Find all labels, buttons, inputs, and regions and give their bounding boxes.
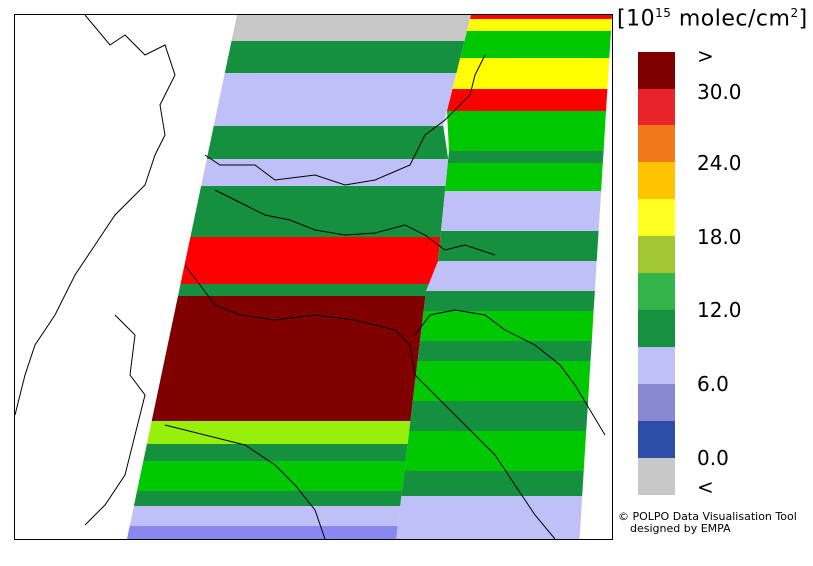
swath-east-band-9	[438, 231, 599, 261]
credit-text: © POLPO Data Visualisation Tool designed…	[618, 511, 797, 535]
swath-east-band-5	[447, 111, 606, 151]
swath-east-band-6	[447, 151, 604, 163]
swath-east-band-3	[452, 58, 610, 89]
swath-east-band-11	[423, 291, 595, 311]
swath-west-band-13	[129, 506, 401, 526]
swath-west-band-7	[178, 284, 436, 296]
swath-east-band-8	[441, 191, 602, 231]
swath-west-band-0	[231, 15, 471, 41]
legend-tick-24: 24.0	[697, 151, 742, 175]
legend-tick-6: 6.0	[697, 372, 729, 396]
legend-unit-title: [1015 molec/cm2]	[617, 6, 808, 32]
swath-west-band-9	[146, 421, 411, 444]
border-line-1	[204, 54, 486, 186]
swath-west-band-6	[180, 237, 441, 284]
swath-west	[126, 15, 471, 539]
border-line-6	[164, 424, 326, 539]
border-line-5	[84, 314, 146, 526]
swath-west-band-12	[133, 491, 402, 506]
border-line-2	[214, 189, 496, 256]
legend-swatch-6	[638, 273, 675, 310]
swath-east-band-4	[447, 89, 608, 111]
swath-east-band-12	[420, 311, 594, 341]
legend-swatch-10	[638, 421, 675, 458]
legend-tick-30: 30.0	[697, 80, 742, 104]
swath-west-band-14	[126, 526, 398, 539]
legend-swatch-0	[638, 52, 675, 89]
legend-swatch-5	[638, 236, 675, 273]
legend-swatch-9	[638, 384, 675, 421]
credit-line-2: designed by EMPA	[630, 522, 731, 535]
swath-east-band-14	[412, 361, 591, 401]
border-line-0	[15, 15, 176, 416]
legend-swatch-1	[638, 89, 675, 126]
swath-east-band-16	[404, 431, 587, 471]
credit-line-1: © POLPO Data Visualisation Tool	[618, 510, 797, 523]
legend-swatch-3	[638, 162, 675, 199]
legend-swatch-11	[638, 458, 675, 495]
swath-west-band-10	[143, 444, 408, 461]
border-line-3	[184, 264, 556, 539]
legend-tick-12: 12.0	[697, 298, 742, 322]
legend-swatch-7	[638, 310, 675, 347]
swath-east-band-0	[470, 15, 612, 19]
swath-east-band-2	[460, 31, 611, 58]
swath-east	[396, 15, 612, 539]
border-line-4	[414, 309, 606, 436]
swath-east-band-7	[445, 163, 603, 191]
swath-west-band-4	[201, 159, 449, 186]
swath-west-band-2	[213, 73, 457, 126]
swath-west-band-3	[206, 126, 449, 159]
legend-tick-18: 18.0	[697, 225, 742, 249]
swath-west-band-8	[151, 296, 426, 421]
swath-east-band-1	[467, 19, 612, 31]
legend-tick-below: <	[697, 475, 714, 499]
swath-west-band-1	[224, 41, 465, 73]
legend-swatch-8	[638, 347, 675, 384]
legend-swatch-2	[638, 125, 675, 162]
country-borders	[15, 15, 606, 539]
pixel-map	[15, 15, 612, 539]
map-panel[interactable]	[14, 14, 613, 540]
swath-east-band-10	[426, 261, 597, 291]
legend-swatch-4	[638, 199, 675, 236]
swath-east-band-13	[417, 341, 592, 361]
swath-west-band-11	[137, 461, 406, 491]
swath-east-band-15	[409, 401, 589, 431]
legend-tick-0: 0.0	[697, 446, 729, 470]
swath-east-band-18	[396, 496, 583, 539]
swath-west-band-5	[190, 186, 446, 237]
swath-east-band-17	[401, 471, 584, 496]
legend-tick-above: >	[697, 44, 714, 68]
